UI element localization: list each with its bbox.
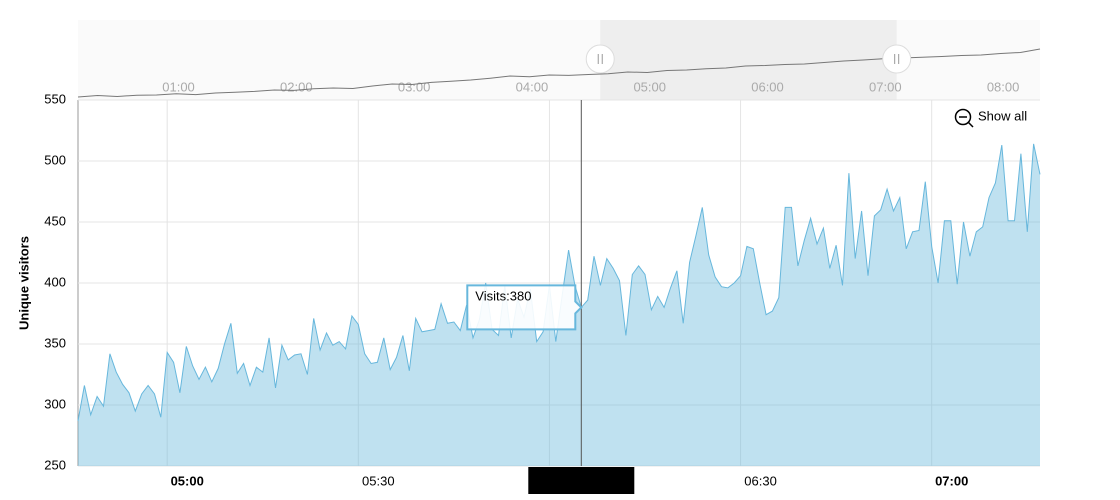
y-tick-label: 550	[44, 91, 66, 106]
y-axis-title: Unique visitors	[16, 236, 31, 330]
navigator-tick-label: 05:00	[633, 79, 666, 94]
navigator-line	[77, 48, 1041, 98]
y-tick-label: 500	[44, 152, 66, 167]
navigator-tick-label: 02:00	[280, 79, 313, 94]
tooltip: Visits:380	[466, 284, 583, 331]
area-fill	[78, 143, 1040, 466]
y-tick-label: 450	[44, 213, 66, 228]
zoom-icon[interactable]	[967, 121, 974, 128]
cursor-label-bg	[528, 467, 635, 494]
show-all-button[interactable]: Show all	[954, 108, 1028, 128]
y-tick-label: 300	[44, 396, 66, 411]
navigator-tick-label: 06:00	[751, 79, 784, 94]
x-tick-label: 07:00	[935, 473, 968, 488]
navigator-tick-label: 07:00	[869, 79, 902, 94]
x-tick-label: 06:30	[744, 473, 777, 488]
tooltip-box	[466, 284, 583, 331]
y-tick-label: 250	[44, 457, 66, 472]
navigator-tick-label: 01:00	[162, 79, 195, 94]
navigator-grip[interactable]	[585, 44, 615, 74]
navigator-selection[interactable]	[600, 20, 897, 100]
grip-circle[interactable]	[882, 44, 912, 74]
tooltip-text: Visits:380	[475, 289, 531, 304]
zoom-icon[interactable]	[954, 108, 972, 126]
tooltip-label: Visits:	[475, 289, 509, 304]
show-all-label[interactable]: Show all	[978, 108, 1027, 123]
navigator-grip[interactable]	[882, 44, 912, 74]
x-tick-label: 05:00	[171, 473, 204, 488]
navigator-tick-label: 03:00	[398, 79, 431, 94]
y-tick-label: 350	[44, 335, 66, 350]
y-tick-label: 400	[44, 274, 66, 289]
tooltip-value: 380	[510, 289, 532, 304]
grip-circle[interactable]	[585, 44, 615, 74]
x-tick-label: 05:30	[362, 473, 395, 488]
cursor-label: 06:05, 16 April	[537, 472, 625, 487]
navigator-tick-label: 08:00	[987, 79, 1020, 94]
navigator-tick-label: 04:00	[516, 79, 549, 94]
